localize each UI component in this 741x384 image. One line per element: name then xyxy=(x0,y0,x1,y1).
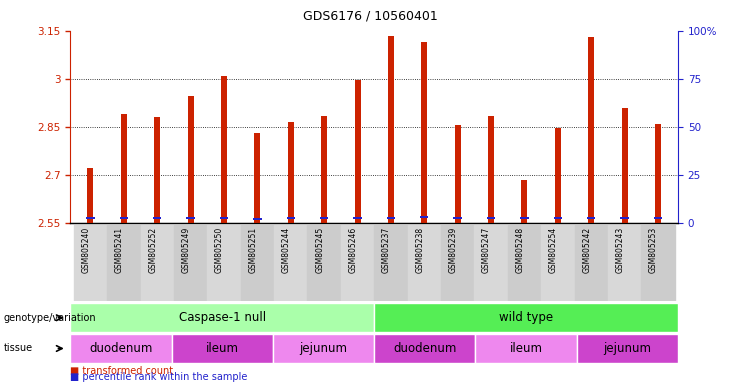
Bar xyxy=(608,225,641,301)
Bar xyxy=(288,122,293,223)
Bar xyxy=(420,216,428,218)
Bar xyxy=(654,217,662,219)
Bar xyxy=(508,225,541,301)
Bar xyxy=(422,42,428,223)
Bar xyxy=(554,217,562,219)
Bar xyxy=(70,334,172,363)
Bar xyxy=(620,217,629,219)
Text: GSM805249: GSM805249 xyxy=(182,227,190,273)
Text: GSM805239: GSM805239 xyxy=(448,227,458,273)
Text: ileum: ileum xyxy=(510,342,542,355)
Bar xyxy=(655,124,661,223)
Text: GSM805251: GSM805251 xyxy=(248,227,257,273)
Bar xyxy=(541,225,574,301)
Bar xyxy=(70,303,374,332)
Text: GSM805248: GSM805248 xyxy=(516,227,525,273)
Bar xyxy=(174,225,207,301)
Bar xyxy=(341,225,374,301)
Bar xyxy=(441,225,474,301)
Bar xyxy=(374,303,678,332)
Text: GSM805237: GSM805237 xyxy=(382,227,391,273)
Bar xyxy=(453,217,462,219)
Text: duodenum: duodenum xyxy=(90,342,153,355)
Bar xyxy=(574,225,608,301)
Text: GSM805243: GSM805243 xyxy=(616,227,625,273)
Bar xyxy=(555,128,561,223)
Text: GSM805241: GSM805241 xyxy=(115,227,124,273)
Bar xyxy=(141,225,174,301)
Bar xyxy=(153,217,162,219)
Bar xyxy=(520,217,528,219)
Bar xyxy=(476,334,576,363)
Bar xyxy=(86,217,95,219)
Bar xyxy=(474,225,508,301)
Bar xyxy=(187,217,195,219)
Text: jejunum: jejunum xyxy=(603,342,651,355)
Bar xyxy=(308,225,341,301)
Text: GSM805244: GSM805244 xyxy=(282,227,290,273)
Bar xyxy=(119,217,128,219)
Bar xyxy=(187,96,193,223)
Bar xyxy=(241,225,274,301)
Text: ■ percentile rank within the sample: ■ percentile rank within the sample xyxy=(70,372,247,382)
Bar xyxy=(488,116,494,223)
Bar xyxy=(588,37,594,223)
Bar xyxy=(576,334,678,363)
Text: ■ transformed count: ■ transformed count xyxy=(70,366,173,376)
Bar xyxy=(254,133,260,223)
Bar xyxy=(221,76,227,223)
Bar xyxy=(172,334,273,363)
Bar xyxy=(641,225,674,301)
Text: GSM805245: GSM805245 xyxy=(315,227,324,273)
Text: ileum: ileum xyxy=(206,342,239,355)
Bar xyxy=(273,334,374,363)
Bar xyxy=(154,117,160,223)
Text: Caspase-1 null: Caspase-1 null xyxy=(179,311,266,324)
Text: GSM805252: GSM805252 xyxy=(148,227,157,273)
Bar xyxy=(207,225,241,301)
Text: GSM805254: GSM805254 xyxy=(549,227,558,273)
Bar xyxy=(87,168,93,223)
Bar xyxy=(321,116,327,223)
Bar xyxy=(107,225,141,301)
Text: GSM805250: GSM805250 xyxy=(215,227,224,273)
Bar xyxy=(274,225,308,301)
Bar xyxy=(354,80,361,223)
Text: GDS6176 / 10560401: GDS6176 / 10560401 xyxy=(303,10,438,23)
Bar xyxy=(408,225,441,301)
Bar xyxy=(121,114,127,223)
Bar xyxy=(320,217,328,219)
Bar xyxy=(74,225,107,301)
Bar xyxy=(220,217,228,219)
Bar xyxy=(353,217,362,219)
Bar xyxy=(622,108,628,223)
Bar xyxy=(287,217,295,219)
Text: tissue: tissue xyxy=(4,343,33,354)
Text: GSM805242: GSM805242 xyxy=(582,227,591,273)
Text: jejunum: jejunum xyxy=(299,342,348,355)
Bar xyxy=(487,217,495,219)
Bar xyxy=(522,179,528,223)
Bar xyxy=(387,217,395,219)
Text: GSM805253: GSM805253 xyxy=(649,227,658,273)
Text: GSM805246: GSM805246 xyxy=(348,227,357,273)
Bar xyxy=(253,218,262,220)
Text: GSM805247: GSM805247 xyxy=(482,227,491,273)
Text: genotype/variation: genotype/variation xyxy=(4,313,96,323)
Bar xyxy=(455,125,461,223)
Bar xyxy=(388,36,394,223)
Bar xyxy=(374,225,408,301)
Text: GSM805240: GSM805240 xyxy=(82,227,90,273)
Text: wild type: wild type xyxy=(499,311,554,324)
Text: GSM805238: GSM805238 xyxy=(415,227,425,273)
Bar xyxy=(587,217,596,219)
Bar xyxy=(374,334,476,363)
Text: duodenum: duodenum xyxy=(393,342,456,355)
